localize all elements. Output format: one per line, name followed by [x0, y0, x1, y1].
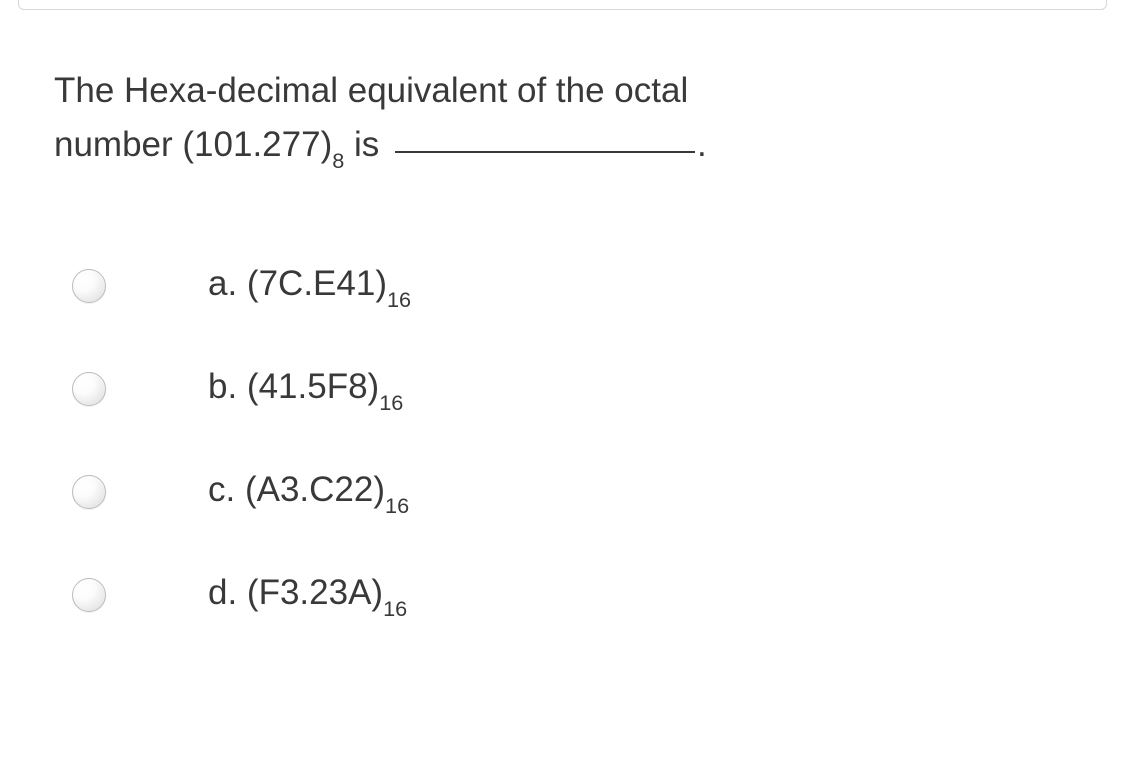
option-value: (F3.23A)	[237, 573, 383, 612]
radio-button[interactable]	[72, 269, 106, 303]
option-sub: 16	[385, 493, 409, 518]
option-label: d. (F3.23A)16	[208, 573, 407, 618]
stem-terminal: .	[697, 125, 707, 164]
question-block: The Hexa-decimal equivalent of the octal…	[54, 64, 1071, 676]
stem-line1: The Hexa-decimal equivalent of the octal	[54, 71, 688, 110]
radio-button[interactable]	[72, 475, 106, 509]
options-list: a. (7C.E41)16 b. (41.5F8)16 c. (A3.C22)1…	[54, 264, 1071, 618]
option-sub: 16	[379, 390, 403, 415]
radio-button[interactable]	[72, 578, 106, 612]
stem-line2-sub: 8	[332, 148, 344, 173]
option-letter: a.	[208, 264, 237, 303]
option-label: c. (A3.C22)16	[208, 470, 409, 515]
option-label: a. (7C.E41)16	[208, 264, 411, 309]
option-value: (7C.E41)	[237, 264, 387, 303]
option-value: (41.5F8)	[237, 367, 379, 406]
fill-blank	[395, 151, 695, 153]
option-c: c. (A3.C22)16	[72, 470, 1071, 515]
option-value: (A3.C22)	[235, 470, 385, 509]
panel-top-edge	[18, 0, 1107, 10]
option-a: a. (7C.E41)16	[72, 264, 1071, 309]
option-letter: b.	[208, 367, 237, 406]
option-sub: 16	[387, 287, 411, 312]
question-stem: The Hexa-decimal equivalent of the octal…	[54, 64, 1071, 174]
option-b: b. (41.5F8)16	[72, 367, 1071, 412]
option-d: d. (F3.23A)16	[72, 573, 1071, 618]
option-sub: 16	[383, 596, 407, 621]
stem-line2-before: number (101.277)	[54, 125, 332, 164]
option-label: b. (41.5F8)16	[208, 367, 403, 412]
stem-line2-after: is	[344, 125, 389, 164]
radio-button[interactable]	[72, 372, 106, 406]
option-letter: c.	[208, 470, 235, 509]
option-letter: d.	[208, 573, 237, 612]
